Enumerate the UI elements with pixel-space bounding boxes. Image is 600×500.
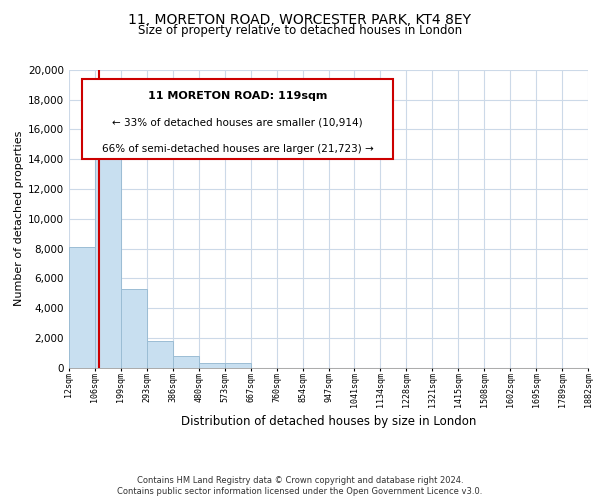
Bar	[199, 364, 224, 368]
Y-axis label: Number of detached properties: Number of detached properties	[14, 131, 24, 306]
Text: Contains HM Land Registry data © Crown copyright and database right 2024.: Contains HM Land Registry data © Crown c…	[137, 476, 463, 485]
Bar	[121, 288, 147, 368]
FancyBboxPatch shape	[82, 79, 394, 159]
Bar	[95, 122, 121, 368]
Text: Size of property relative to detached houses in London: Size of property relative to detached ho…	[138, 24, 462, 37]
Text: ← 33% of detached houses are smaller (10,914): ← 33% of detached houses are smaller (10…	[112, 118, 363, 128]
Bar	[69, 247, 95, 368]
Text: 11 MORETON ROAD: 119sqm: 11 MORETON ROAD: 119sqm	[148, 91, 328, 101]
X-axis label: Distribution of detached houses by size in London: Distribution of detached houses by size …	[181, 415, 476, 428]
Text: Contains public sector information licensed under the Open Government Licence v3: Contains public sector information licen…	[118, 487, 482, 496]
Bar	[225, 364, 251, 368]
Bar	[147, 342, 173, 367]
Text: 66% of semi-detached houses are larger (21,723) →: 66% of semi-detached houses are larger (…	[102, 144, 374, 154]
Bar	[173, 356, 199, 368]
Text: 11, MORETON ROAD, WORCESTER PARK, KT4 8EY: 11, MORETON ROAD, WORCESTER PARK, KT4 8E…	[128, 12, 472, 26]
